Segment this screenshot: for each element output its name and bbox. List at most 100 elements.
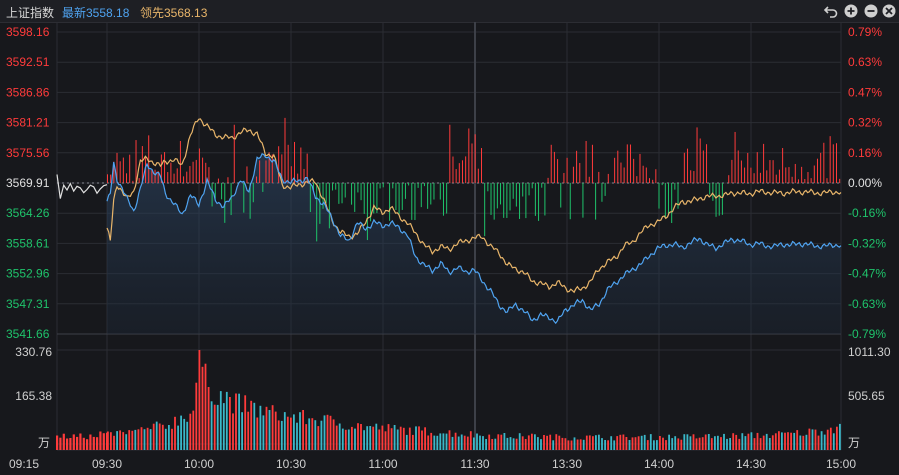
close-icon[interactable]: [881, 3, 897, 19]
volume-bar: [360, 424, 362, 450]
ratio-bar: [664, 183, 666, 218]
volume-bar: [198, 350, 201, 450]
volume-bar: [375, 423, 378, 450]
price-lines: [56, 118, 842, 325]
time-tick-label: 11:00: [368, 457, 397, 471]
volume-bar: [122, 432, 125, 450]
ratio-bar: [268, 152, 270, 183]
ratio-bar: [823, 142, 825, 183]
volume-bar: [823, 434, 826, 450]
volume-bar: [168, 425, 170, 450]
ratio-bar: [202, 157, 204, 183]
ratio-bar: [810, 178, 812, 183]
ratio-bar: [769, 160, 771, 183]
ratio-bar: [442, 183, 444, 216]
volume-bar: [241, 412, 243, 450]
volume-bar: [323, 415, 326, 450]
ratio-bar: [699, 138, 701, 183]
ratio-bar: [354, 183, 356, 212]
ratio-bar: [766, 170, 768, 183]
ratio-bar: [591, 144, 593, 183]
volume-bar: [390, 428, 393, 450]
volume-bar: [689, 436, 692, 450]
ratio-bar: [652, 179, 654, 183]
ratio-bar: [595, 183, 597, 220]
volume-bar: [826, 429, 829, 450]
ratio-bar: [259, 160, 261, 183]
ratio-bar: [221, 183, 223, 200]
volume-bar: [320, 420, 323, 450]
ratio-bar: [522, 183, 524, 197]
ratio-bar: [835, 143, 837, 183]
ratio-bar: [366, 183, 368, 241]
volume-bar: [512, 438, 515, 450]
ratio-bar: [538, 183, 540, 221]
volume-bar: [540, 439, 542, 450]
volume-bar: [781, 432, 783, 450]
ratio-bar: [439, 183, 441, 200]
volume-bar: [347, 429, 350, 450]
price-tick-label: 3592.51: [6, 55, 50, 69]
volume-bar: [546, 435, 548, 450]
ratio-bar: [702, 150, 704, 183]
ratio-bar: [582, 183, 584, 218]
ratio-bar: [138, 178, 140, 183]
volume-bar: [106, 432, 109, 450]
volume-bar: [277, 420, 280, 450]
ratio-bar: [360, 183, 362, 201]
volume-bar: [189, 413, 192, 450]
volume-bar: [738, 438, 741, 450]
ratio-bar: [509, 183, 511, 211]
ratio-bar: [740, 160, 742, 183]
ratio-bar: [351, 183, 353, 205]
ratio-bar: [677, 183, 679, 209]
volume-bar: [143, 429, 146, 450]
percent-tick-label: -0.32%: [848, 236, 886, 250]
volume-bar: [534, 434, 536, 450]
zoom-in-icon[interactable]: [843, 3, 859, 19]
ratio-bar: [534, 183, 536, 216]
ratio-bar: [157, 171, 159, 183]
volume-bar: [381, 425, 384, 450]
main-price-line: [106, 153, 842, 325]
volume-bar: [659, 436, 661, 450]
zoom-out-icon[interactable]: [863, 3, 879, 19]
volume-bar: [817, 435, 820, 450]
ratio-bar: [658, 183, 660, 209]
ratio-bar: [734, 131, 736, 183]
ratio-bar: [648, 178, 650, 183]
ratio-bar: [287, 144, 289, 183]
undo-icon[interactable]: [823, 3, 839, 19]
volume-bar: [235, 393, 237, 450]
volume-bar: [171, 428, 173, 450]
ratio-bar: [547, 177, 549, 183]
volume-bar: [451, 436, 454, 450]
ratio-bar: [126, 173, 128, 183]
ratio-bar: [179, 140, 181, 183]
ratio-bar: [325, 183, 327, 203]
ratio-bar: [192, 161, 194, 183]
ratio-bar: [211, 183, 213, 207]
volume-bar: [698, 437, 701, 450]
volume-bar: [244, 395, 247, 450]
volume-bar: [439, 433, 442, 450]
volume-bar: [485, 439, 487, 450]
ratio-bar: [503, 183, 505, 218]
volume-bar: [201, 366, 204, 450]
volume-bar: [76, 436, 79, 450]
price-tick-label: 3569.91: [6, 176, 50, 190]
volume-bar: [686, 434, 689, 450]
volume-bar: [113, 435, 115, 450]
ratio-bar: [579, 162, 581, 183]
volume-bar: [286, 416, 289, 450]
volume-bar: [784, 432, 786, 450]
volume-bar: [558, 435, 561, 450]
volume-bar: [714, 436, 716, 450]
volume-bar: [405, 434, 408, 450]
volume-bar: [646, 440, 649, 450]
time-tick-label: 11:30: [460, 457, 489, 471]
ratio-bar: [455, 169, 457, 183]
volume-bar: [726, 438, 728, 450]
volume-bar: [720, 437, 722, 450]
percent-tick-label: -0.79%: [848, 327, 886, 341]
